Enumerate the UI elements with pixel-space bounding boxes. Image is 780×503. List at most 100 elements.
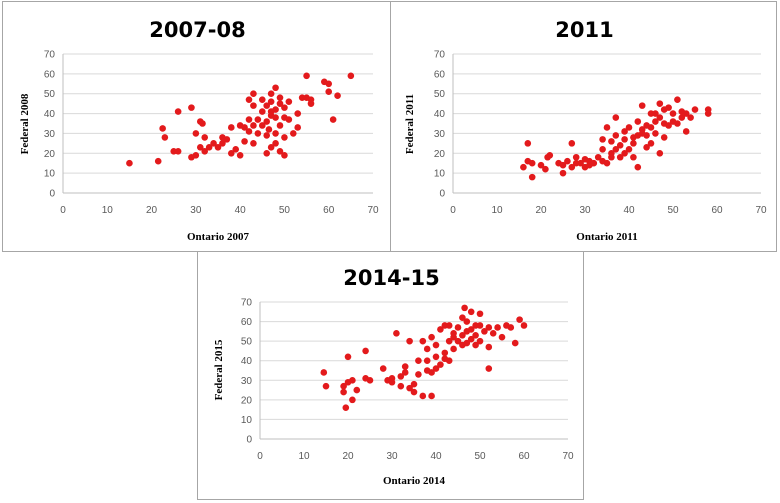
data-point <box>594 153 602 161</box>
data-point <box>621 128 628 135</box>
data-point <box>250 90 257 98</box>
data-point <box>415 357 422 365</box>
data-point <box>245 96 253 103</box>
x-tick-label: 0 <box>450 205 456 216</box>
y-tick-label: 40 <box>241 356 253 367</box>
data-point <box>625 124 633 131</box>
data-point <box>441 349 449 357</box>
data-point <box>467 326 475 333</box>
data-point <box>599 146 606 153</box>
data-point <box>294 124 302 131</box>
data-point <box>410 380 418 388</box>
data-point <box>276 148 284 155</box>
data-point <box>325 80 333 88</box>
data-point <box>353 386 361 394</box>
x-tick-label: 70 <box>562 451 574 462</box>
data-point <box>454 337 462 345</box>
y-tick-label: 0 <box>246 435 252 446</box>
data-point <box>656 114 664 121</box>
data-point <box>669 110 677 117</box>
data-point <box>188 104 195 111</box>
y-tick-label: 60 <box>241 317 253 328</box>
y-tick-label: 70 <box>434 50 446 61</box>
data-point <box>406 384 413 392</box>
data-point <box>437 361 444 368</box>
data-point <box>267 144 275 151</box>
data-point <box>263 102 271 109</box>
data-point <box>463 339 471 347</box>
data-point <box>267 108 275 115</box>
data-point <box>485 343 493 351</box>
data-point <box>388 378 396 386</box>
data-point <box>476 310 484 318</box>
y-tick-label: 20 <box>44 149 56 160</box>
data-point <box>258 108 266 115</box>
x-tick-label: 10 <box>491 205 503 216</box>
data-point <box>454 324 462 331</box>
data-point <box>241 138 248 145</box>
data-point <box>511 339 519 347</box>
data-point <box>568 140 576 147</box>
x-tick-label: 50 <box>279 205 291 216</box>
x-tick-label: 20 <box>535 205 547 216</box>
scatter-chart-2007-08: 2007-08 0 10 20 30 40 50 60 70 0 10 20 30 40 50 60 70 Ont… <box>19 18 379 243</box>
data-point <box>258 96 266 103</box>
data-point <box>691 106 699 113</box>
data-point <box>537 161 545 169</box>
data-point <box>682 110 690 117</box>
data-point <box>219 140 226 147</box>
data-point <box>362 347 369 355</box>
data-point <box>126 159 133 167</box>
data-point <box>210 140 217 147</box>
y-tick-label: 30 <box>434 129 446 140</box>
data-point <box>174 148 182 155</box>
x-tick-label: 10 <box>102 205 114 216</box>
data-point <box>366 376 374 384</box>
data-point <box>342 404 350 411</box>
data-point <box>276 94 284 101</box>
data-point <box>276 100 284 107</box>
data-point <box>227 149 235 157</box>
x-tick-label: 0 <box>257 451 263 462</box>
data-point <box>467 335 475 343</box>
chart-panel-2011: 2011 0 10 20 30 40 50 60 70 0 10 20 30 40 50 60 70 Ontari… <box>390 1 777 252</box>
data-point <box>520 163 527 171</box>
data-point <box>603 159 611 167</box>
data-point <box>625 146 633 153</box>
x-tick-label: 20 <box>342 451 354 462</box>
data-point <box>241 124 248 131</box>
data-point <box>303 72 310 80</box>
data-point <box>325 88 333 96</box>
y-tick-label: 30 <box>44 129 56 140</box>
x-tick-label: 30 <box>579 205 591 216</box>
y-tick-label: 0 <box>49 189 55 200</box>
data-point <box>289 130 297 137</box>
data-point <box>652 130 659 137</box>
data-point <box>494 324 501 331</box>
data-point <box>250 122 257 129</box>
y-tick-label: 70 <box>44 50 56 61</box>
data-point <box>199 120 206 127</box>
data-point <box>528 173 536 181</box>
data-point <box>272 140 279 147</box>
x-tick-label: 40 <box>235 205 247 216</box>
data-point <box>379 365 387 372</box>
data-point <box>656 100 664 107</box>
data-point <box>682 128 690 135</box>
data-point <box>281 104 288 111</box>
data-point <box>196 144 204 151</box>
data-point <box>161 134 169 141</box>
data-point <box>459 314 466 321</box>
data-point <box>406 337 413 345</box>
data-point <box>638 102 646 109</box>
data-point <box>612 146 620 153</box>
y-tick-label: 0 <box>439 189 445 200</box>
data-point <box>415 371 422 378</box>
data-point <box>652 118 659 125</box>
data-point <box>201 134 209 141</box>
data-point <box>254 116 262 123</box>
data-point <box>656 149 664 157</box>
data-point <box>665 122 672 129</box>
x-tick-label: 40 <box>623 205 635 216</box>
data-point <box>498 333 506 341</box>
